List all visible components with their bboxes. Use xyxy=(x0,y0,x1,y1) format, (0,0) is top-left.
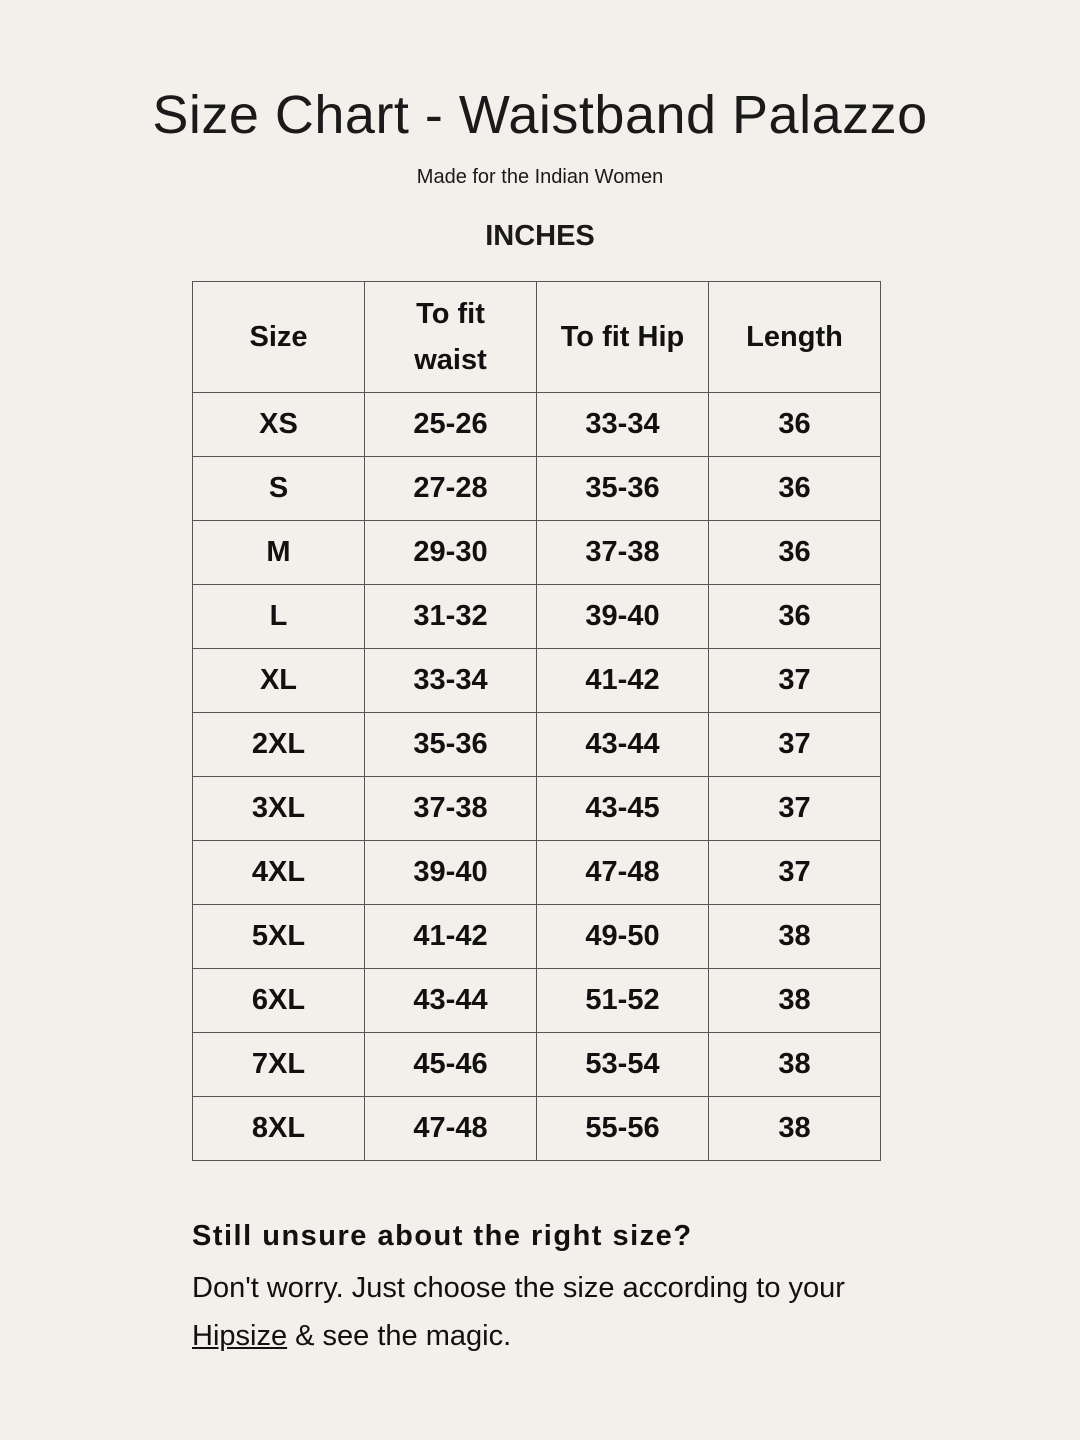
cell-length: 36 xyxy=(708,584,881,649)
table-row: L 31-32 39-40 36 xyxy=(192,584,881,649)
table-row: 3XL 37-38 43-45 37 xyxy=(192,776,881,841)
cell-length: 37 xyxy=(708,712,881,777)
cell-size: 2XL xyxy=(192,712,365,777)
help-answer: Don't worry. Just choose the size accord… xyxy=(192,1264,912,1360)
cell-hip: 53-54 xyxy=(536,1032,709,1097)
header-hip: To fit Hip xyxy=(536,281,709,393)
cell-size: M xyxy=(192,520,365,585)
cell-length: 38 xyxy=(708,904,881,969)
cell-waist: 39-40 xyxy=(364,840,537,905)
cell-waist: 35-36 xyxy=(364,712,537,777)
table-row: 6XL 43-44 51-52 38 xyxy=(192,968,881,1033)
cell-hip: 49-50 xyxy=(536,904,709,969)
table-row: 2XL 35-36 43-44 37 xyxy=(192,712,881,777)
cell-waist: 33-34 xyxy=(364,648,537,713)
cell-length: 36 xyxy=(708,456,881,521)
cell-length: 37 xyxy=(708,776,881,841)
header-length: Length xyxy=(708,281,881,393)
subtitle: Made for the Indian Women xyxy=(416,166,664,188)
cell-waist: 27-28 xyxy=(364,456,537,521)
cell-waist: 25-26 xyxy=(364,392,537,457)
table-row: 4XL 39-40 47-48 37 xyxy=(192,840,881,905)
cell-length: 36 xyxy=(708,520,881,585)
cell-length: 37 xyxy=(708,648,881,713)
table-row: S 27-28 35-36 36 xyxy=(192,456,881,521)
cell-hip: 51-52 xyxy=(536,968,709,1033)
cell-hip: 41-42 xyxy=(536,648,709,713)
cell-hip: 33-34 xyxy=(536,392,709,457)
cell-size: 8XL xyxy=(192,1096,365,1161)
header-size: Size xyxy=(192,281,365,393)
cell-waist: 43-44 xyxy=(364,968,537,1033)
cell-size: 5XL xyxy=(192,904,365,969)
cell-size: 3XL xyxy=(192,776,365,841)
unit-label: INCHES xyxy=(485,220,595,252)
table-row: 5XL 41-42 49-50 38 xyxy=(192,904,881,969)
header-waist: To fit waist xyxy=(364,281,537,393)
cell-size: S xyxy=(192,456,365,521)
cell-hip: 55-56 xyxy=(536,1096,709,1161)
help-question: Still unsure about the right size? xyxy=(192,1220,693,1252)
cell-size: 7XL xyxy=(192,1032,365,1097)
table-row: 7XL 45-46 53-54 38 xyxy=(192,1032,881,1097)
cell-size: L xyxy=(192,584,365,649)
cell-length: 38 xyxy=(708,1096,881,1161)
cell-size: 6XL xyxy=(192,968,365,1033)
cell-waist: 41-42 xyxy=(364,904,537,969)
cell-waist: 29-30 xyxy=(364,520,537,585)
table-row: M 29-30 37-38 36 xyxy=(192,520,881,585)
cell-size: 4XL xyxy=(192,840,365,905)
header-waist-text: To fit waist xyxy=(414,298,487,376)
cell-size: XL xyxy=(192,648,365,713)
answer-end: & see the magic. xyxy=(287,1320,512,1352)
table-row: 8XL 47-48 55-56 38 xyxy=(192,1096,881,1161)
cell-waist: 31-32 xyxy=(364,584,537,649)
header-row: Size To fit waist To fit Hip Length xyxy=(192,281,881,393)
cell-size: XS xyxy=(192,392,365,457)
hipsize-link[interactable]: Hipsize xyxy=(192,1320,288,1352)
answer-start: Don't worry. Just choose the size accord… xyxy=(192,1272,845,1304)
cell-hip: 35-36 xyxy=(536,456,709,521)
cell-waist: 45-46 xyxy=(364,1032,537,1097)
cell-waist: 37-38 xyxy=(364,776,537,841)
cell-hip: 37-38 xyxy=(536,520,709,585)
cell-length: 38 xyxy=(708,968,881,1033)
table-row: XL 33-34 41-42 37 xyxy=(192,648,881,713)
cell-length: 36 xyxy=(708,392,881,457)
cell-length: 38 xyxy=(708,1032,881,1097)
size-table: Size To fit waist To fit Hip Length XS 25… xyxy=(192,281,881,1161)
cell-hip: 47-48 xyxy=(536,840,709,905)
page-title: Size Chart - Waistband Palazzo xyxy=(152,85,928,145)
cell-length: 37 xyxy=(708,840,881,905)
table-row: XS 25-26 33-34 36 xyxy=(192,392,881,457)
cell-hip: 43-44 xyxy=(536,712,709,777)
cell-waist: 47-48 xyxy=(364,1096,537,1161)
cell-hip: 39-40 xyxy=(536,584,709,649)
cell-hip: 43-45 xyxy=(536,776,709,841)
